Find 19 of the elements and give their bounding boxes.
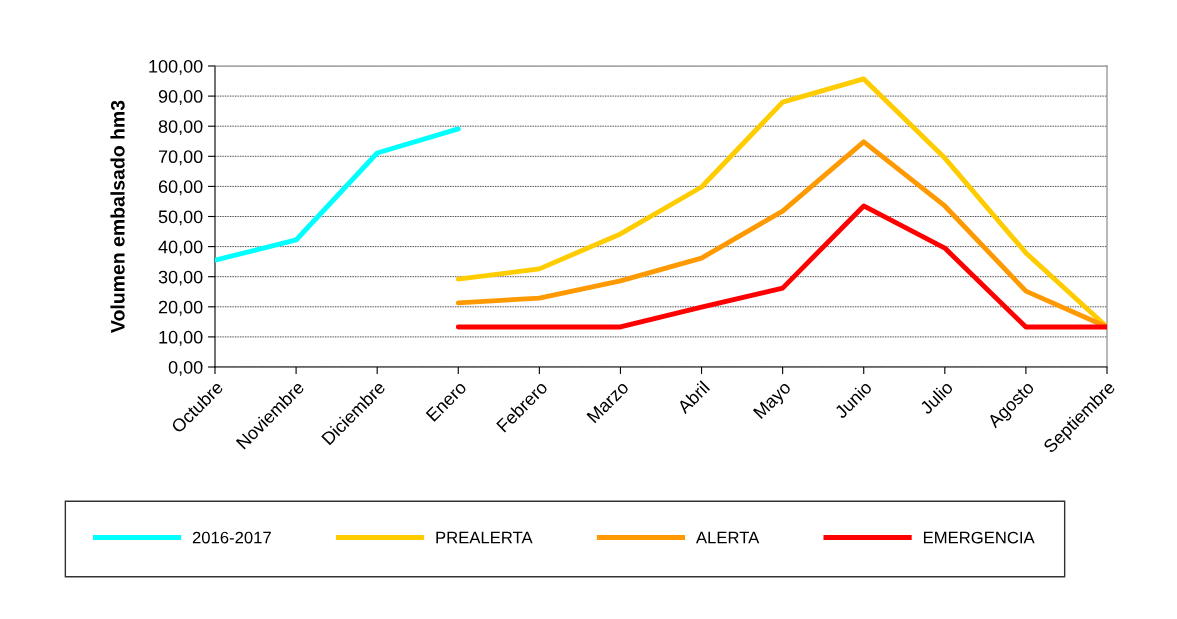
legend-label: 2016-2017 [192,531,271,544]
legend-label: PREALERTA [436,531,533,544]
y-tick-label: 0,00 [168,360,203,376]
y-tick-label: 40,00 [158,240,203,256]
y-axis-title: Volumen embalsado hm3 [110,100,125,333]
y-tick-label: 90,00 [158,90,203,105]
y-tick-label: 80,00 [158,120,203,136]
line-series [215,126,461,263]
y-tick-label: 60,00 [158,180,203,196]
y-tick-label: 50,00 [158,210,203,226]
y-tick-label: 100,00 [149,59,203,75]
x-tick-label: Julio [918,380,954,415]
y-tick-label: 10,00 [159,330,203,346]
y-tick-label: 70,00 [158,150,203,166]
legend-label: ALERTA [695,531,760,544]
y-tick-label: 30,00 [158,270,203,286]
line-series [455,203,1107,330]
legend-label: EMERGENCIA [923,531,1035,544]
y-tick-label: 20,00 [158,300,203,316]
